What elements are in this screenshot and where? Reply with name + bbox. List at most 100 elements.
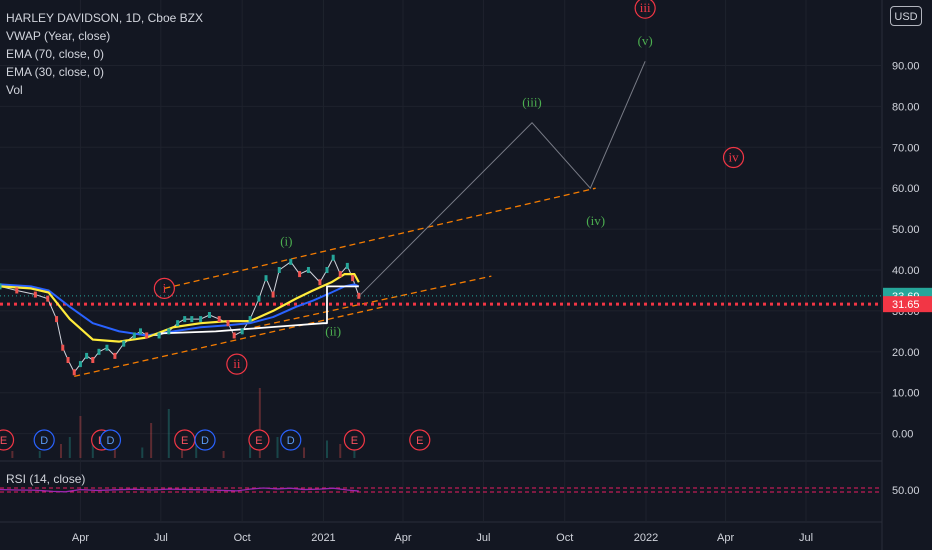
volume-bar [339,444,342,458]
legend-vwap: VWAP (Year, close) [6,29,111,43]
price-candle [97,348,101,355]
volume-bar [325,440,328,458]
price-candle [345,262,349,269]
price-candle [139,328,143,335]
chart-legend: HARLEY DAVIDSON, 1D, Cboe BZX VWAP (Year… [6,9,203,99]
price-candle [46,295,50,302]
time-tick-label: Oct [234,532,251,544]
event-marker-label: E [351,435,358,447]
volume-bar [38,451,41,458]
event-marker-label: D [106,435,114,447]
wave-label-circle [226,353,248,375]
price-candle [325,267,329,273]
legend-ema70: EMA (70, close, 0) [6,47,105,61]
wave-label: (i) [280,233,292,248]
volume-bar [258,388,261,458]
price-candle [33,291,37,298]
rsi-series-line [0,487,359,493]
price-tick-label: 20.00 [892,347,920,359]
volume-bar [167,409,170,458]
price-candle [271,291,275,298]
price-candle [85,352,89,359]
price-candle [183,316,187,323]
price-tick-label: 90.00 [892,60,920,72]
volume-bar [249,444,252,458]
price-candle [0,283,2,290]
time-tick-label: Apr [717,532,734,544]
price-candle [199,316,203,323]
time-tick-label: 2022 [634,532,658,544]
price-candle [66,357,70,363]
event-marker-label: E [181,435,188,447]
price-candle [338,271,342,278]
price-candle [351,275,355,282]
wave-label-circle [722,146,745,169]
price-candle [190,316,194,323]
time-tick-label: Oct [556,532,573,544]
price-badge-label: 31.65 [892,299,920,311]
channel-upper-line [164,187,596,290]
price-candle [122,340,126,347]
price-candle [145,332,149,339]
price-candle [15,287,19,294]
price-candle [105,344,109,351]
time-tick-label: Jul [799,532,813,544]
event-marker [343,429,365,451]
channel-inner-line [254,275,492,328]
price-tick-label: 50.00 [892,224,920,236]
ema70-series-line [0,283,360,337]
volume-bar [113,444,116,458]
volume-bar [59,444,62,458]
time-tick-label: Apr [394,532,411,544]
price-tick-label: 80.00 [892,101,920,113]
volume-bar [150,423,153,458]
price-candle [277,267,281,273]
wave-label-circle [153,277,175,300]
price-candle [240,328,244,335]
legend-vol: Vol [6,83,23,97]
ema30-series-line [0,272,360,343]
wave-label: (v) [638,33,653,48]
wave-label: i [163,280,167,295]
rsi-legend: RSI (14, close) [6,472,86,486]
price-candle [157,332,161,339]
price-candle [248,316,252,323]
event-marker-label: E [0,435,7,447]
event-marker [194,429,216,451]
event-marker-label: D [201,435,209,447]
price-candle [176,320,180,327]
volume-bar [303,447,306,458]
wave-label-circle [634,0,656,19]
price-candle [113,352,117,359]
wave-label: iv [728,150,739,165]
channel-lower-line [74,306,384,377]
price-candle [167,328,171,335]
price-candle [289,258,293,265]
event-marker-label: D [287,435,295,447]
price-badge [883,296,932,313]
price-tick-label: 10.00 [892,388,920,400]
price-candle [61,344,65,351]
price-candle [72,369,76,376]
volume-bar [79,416,82,458]
price-candle [207,312,211,318]
price-series-line [0,257,360,373]
legend-title: HARLEY DAVIDSON, 1D, Cboe BZX [6,11,203,25]
event-marker-label: E [255,435,262,447]
time-tick-label: 2021 [311,532,335,544]
price-tick-label: 0.00 [892,429,913,441]
price-tick-label: 60.00 [892,183,920,195]
wave-label: iii [640,0,651,15]
volume-bar [222,451,225,458]
time-tick-label: Apr [72,532,89,544]
currency-button[interactable]: USD [890,6,922,26]
event-marker [248,429,270,451]
volume-bar [11,451,14,458]
volume-bar [276,437,279,458]
wave-label: ii [233,356,241,371]
vwap-series-line [160,285,359,335]
event-marker [409,429,431,451]
price-tick-label: 70.00 [892,142,920,154]
